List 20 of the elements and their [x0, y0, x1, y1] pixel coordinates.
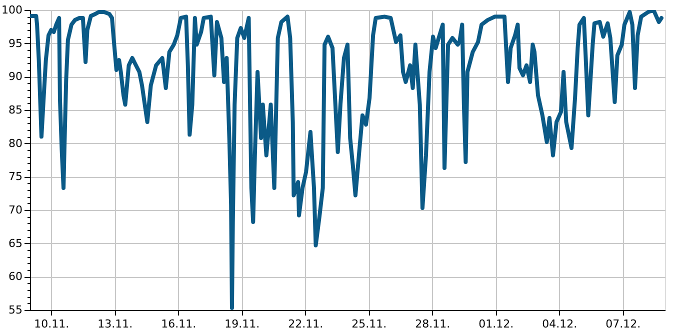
x-tick-label: 28.11. [415, 318, 450, 330]
y-tick-label: 55 [8, 304, 22, 316]
x-tick-label: 04.12. [542, 318, 578, 330]
x-tick-label: 01.12. [478, 318, 514, 330]
x-tick-label: 25.11. [352, 318, 387, 330]
y-tick-label: 80 [8, 136, 22, 150]
x-tick-label: 22.11. [288, 318, 324, 330]
y-tick-label: 60 [8, 270, 22, 284]
y-tick-label: 100 [2, 4, 22, 16]
x-tick-label: 16.11. [161, 318, 196, 330]
x-tick-label: 13.11. [98, 318, 133, 330]
y-tick-label: 90 [8, 70, 22, 84]
y-tick-label: 70 [8, 204, 22, 216]
x-tick-label: 10.11. [34, 318, 70, 330]
y-tick-label: 75 [8, 170, 22, 184]
y-tick-label: 65 [8, 236, 22, 250]
x-tick-label: 07.12. [606, 318, 641, 330]
x-tick-label: 19.11. [224, 318, 260, 330]
y-tick-label: 95 [8, 36, 22, 50]
y-tick-label: 85 [8, 104, 22, 116]
